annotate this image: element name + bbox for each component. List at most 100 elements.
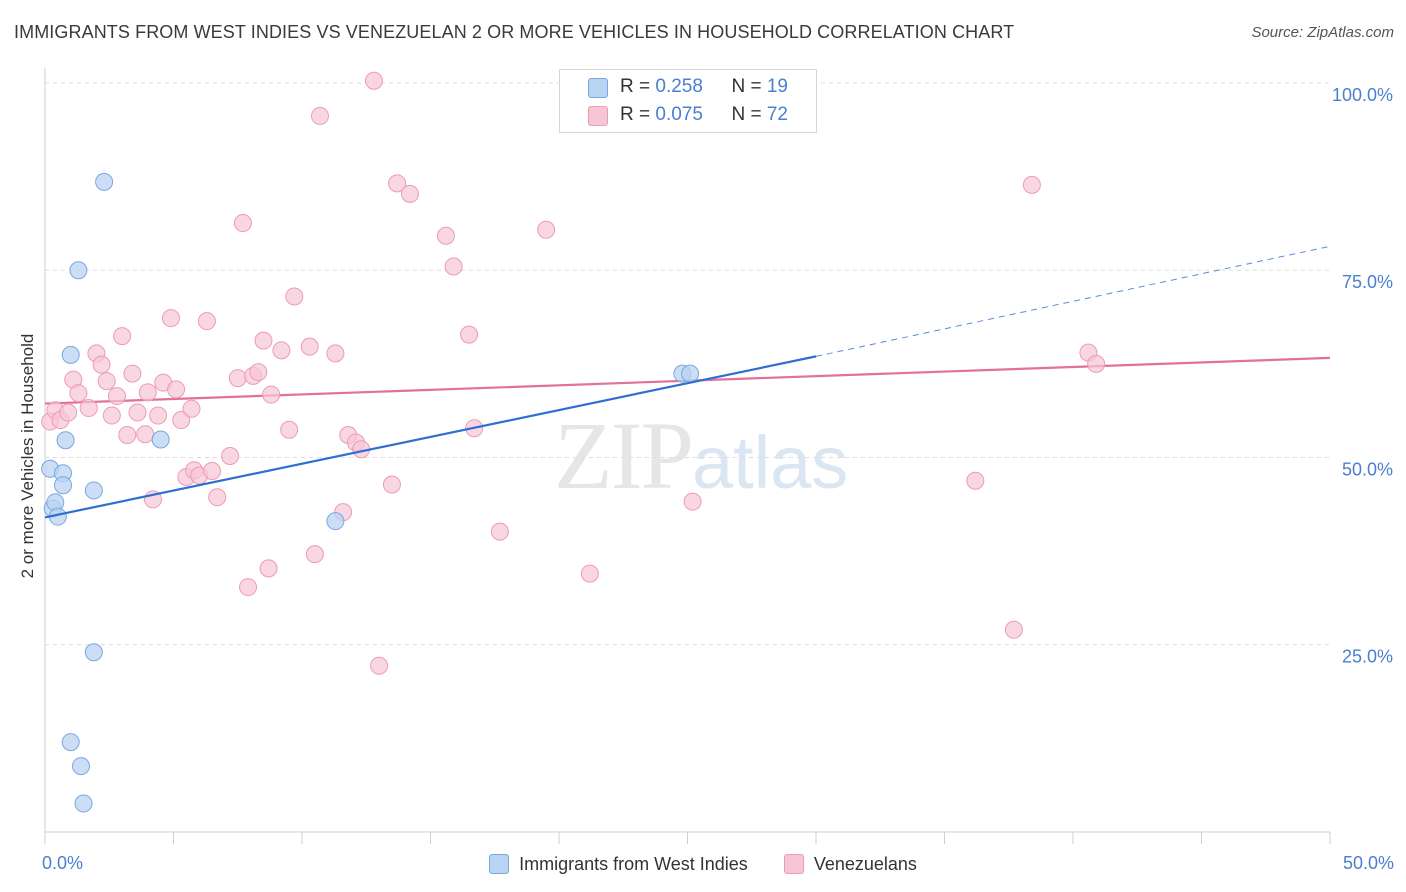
legend-n-value-1: 19 (766, 76, 788, 97)
point-venezuelans-23 (172, 411, 191, 430)
legend-row2-text: R = 0.075 N = 72 (620, 104, 788, 126)
series-legend: Immigrants from West Indies Venezuelans (0, 851, 1406, 877)
point-venezuelans-43 (300, 337, 319, 356)
legend-n-value-2: 72 (766, 104, 788, 125)
point-venezuelans-58 (460, 325, 479, 344)
point-venezuelans-63 (683, 492, 702, 511)
point-venezuelans-19 (149, 406, 168, 425)
point-venezuelans-9 (97, 372, 116, 391)
point-west-indies-7 (61, 345, 80, 364)
point-venezuelans-45 (310, 106, 329, 125)
point-venezuelans-65 (1004, 620, 1023, 639)
point-venezuelans-36 (249, 363, 268, 382)
trendline-west-indies (44, 355, 817, 519)
source-label: Source: ZipAtlas.com (1251, 24, 1394, 41)
point-venezuelans-10 (102, 406, 121, 425)
point-west-indies-15 (151, 430, 170, 449)
legend-r-value-1: 0.258 (655, 76, 703, 97)
x-tick-label-0: 0.0% (42, 853, 83, 873)
point-venezuelans-28 (197, 312, 216, 331)
point-venezuelans-53 (382, 475, 401, 494)
point-venezuelans-54 (388, 174, 407, 193)
point-west-indies-16 (326, 512, 345, 531)
point-venezuelans-30 (208, 488, 227, 507)
legend-n-label-2: N = (731, 104, 767, 125)
point-venezuelans-8 (92, 355, 111, 374)
legend-label-west-indies: Immigrants from West Indies (519, 853, 748, 874)
point-venezuelans-42 (285, 287, 304, 306)
correlation-legend: R = 0.258 N = 19 R = 0.075 N = 72 (559, 69, 817, 133)
point-west-indies-11 (74, 794, 93, 813)
legend-row-venezuelans: R = 0.075 N = 72 (588, 102, 808, 128)
legend-row-west-indies: R = 0.258 N = 19 (588, 74, 808, 100)
legend-r-label-1: R = (620, 76, 656, 97)
point-venezuelans-56 (436, 226, 455, 245)
legend-item-venezuelans[interactable]: Venezuelans (783, 853, 917, 875)
point-west-indies-12 (84, 481, 103, 500)
point-west-indies-5 (53, 476, 72, 495)
point-venezuelans-37 (254, 331, 273, 350)
watermark-atlas: atlas (692, 421, 849, 504)
point-west-indies-6 (56, 431, 75, 450)
point-west-indies-9 (69, 261, 88, 280)
y-tick-label-1: 50.0% (1342, 459, 1393, 479)
point-west-indies-8 (61, 733, 80, 752)
y-tick-label-2: 75.0% (1342, 272, 1393, 292)
x-tick-label-1: 50.0% (1343, 853, 1394, 873)
y-tick-label-0: 25.0% (1342, 647, 1393, 667)
point-venezuelans-33 (233, 214, 252, 233)
point-west-indies-18 (681, 364, 700, 383)
point-venezuelans-21 (161, 309, 180, 328)
point-venezuelans-39 (262, 385, 281, 404)
legend-item-west-indies[interactable]: Immigrants from West Indies (489, 854, 748, 875)
point-venezuelans-16 (136, 425, 155, 444)
legend-r-label-2: R = (620, 104, 656, 125)
point-venezuelans-40 (272, 341, 291, 360)
point-venezuelans-32 (228, 369, 247, 388)
point-venezuelans-38 (259, 559, 278, 578)
legend-swatch-pink (588, 106, 608, 126)
chart-title: IMMIGRANTS FROM WEST INDIES VS VENEZUELA… (14, 22, 1015, 42)
point-venezuelans-64 (966, 471, 985, 490)
point-venezuelans-68 (1087, 354, 1106, 373)
point-venezuelans-12 (113, 327, 132, 346)
point-west-indies-14 (95, 172, 114, 191)
watermark-zip: ZIP (554, 402, 694, 509)
y-tick-label-3: 100.0% (1332, 85, 1393, 105)
point-venezuelans-22 (167, 380, 186, 399)
point-venezuelans-46 (326, 344, 345, 363)
trendline-west-indies-extension (815, 245, 1331, 357)
watermark: ZIPatlas (554, 400, 848, 511)
point-venezuelans-41 (280, 420, 299, 439)
point-west-indies-10 (71, 757, 90, 776)
point-venezuelans-17 (138, 383, 157, 402)
point-venezuelans-29 (203, 461, 222, 480)
point-venezuelans-6 (79, 399, 98, 418)
point-venezuelans-60 (490, 522, 509, 541)
point-venezuelans-5 (69, 384, 88, 403)
point-venezuelans-66 (1022, 175, 1041, 194)
legend-swatch-blue (588, 78, 608, 98)
point-venezuelans-57 (444, 257, 463, 276)
point-venezuelans-31 (221, 446, 240, 465)
point-venezuelans-3 (59, 403, 78, 422)
point-venezuelans-15 (128, 403, 147, 422)
point-venezuelans-62 (580, 564, 599, 583)
point-venezuelans-51 (364, 71, 383, 90)
legend-swatch-venezuelans (783, 854, 804, 874)
point-venezuelans-55 (400, 184, 419, 203)
point-venezuelans-14 (123, 364, 142, 383)
legend-n-label-1: N = (731, 76, 767, 97)
point-venezuelans-13 (118, 426, 137, 445)
legend-row1-text: R = 0.258 N = 19 (620, 76, 788, 98)
point-west-indies-13 (84, 643, 103, 662)
legend-label-venezuelans: Venezuelans (813, 853, 917, 874)
point-venezuelans-61 (537, 220, 556, 239)
point-venezuelans-34 (239, 578, 258, 597)
point-venezuelans-11 (107, 387, 126, 406)
legend-r-value-2: 0.075 (655, 104, 703, 125)
legend-swatch-west-indies (489, 854, 510, 874)
point-venezuelans-44 (305, 545, 324, 564)
point-venezuelans-52 (370, 656, 389, 675)
